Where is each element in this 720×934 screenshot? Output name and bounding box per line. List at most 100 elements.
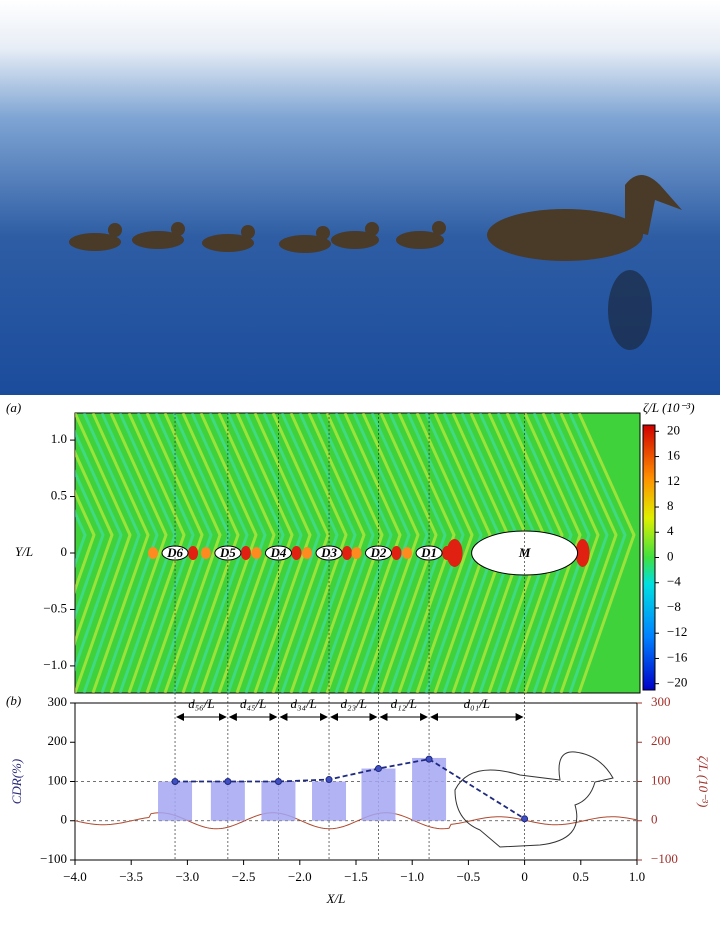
wake-chevron (244, 413, 303, 693)
spacing-label: d₀₁/L (464, 696, 490, 711)
y-tick-label: 0 (61, 812, 68, 827)
wake-chevron (379, 413, 438, 693)
y-tick-label: 100 (48, 772, 68, 787)
colorbar-tick-label: 0 (667, 548, 674, 563)
wake-chevron (226, 413, 285, 693)
wake-chevron (280, 413, 339, 693)
wake-chevron (75, 469, 105, 620)
wake-chevron (397, 413, 456, 693)
bar (312, 781, 347, 821)
wake-chevron (514, 413, 573, 693)
ducks (69, 175, 682, 350)
wake-chevron (154, 413, 213, 693)
wake-chevron (75, 509, 87, 569)
cdr-point (274, 778, 282, 785)
wake-chevron (75, 429, 123, 672)
wake-chevron (433, 413, 492, 693)
plots: D6 D5 D4 D3 D2 D1 M 1.0 0.5 0 −0.5 −1.0 Y/L (a) 20 16 12… (6, 400, 711, 906)
y2-tick-label: 300 (651, 694, 671, 709)
y-tick-label: 300 (48, 694, 68, 709)
wake-chevron (75, 449, 114, 646)
wake-chevron (541, 413, 600, 693)
wake-chevron (91, 413, 150, 693)
wake-chevron (262, 413, 321, 693)
wake-blob (446, 539, 463, 567)
wake-blob (402, 547, 413, 559)
y-tick-label: 200 (48, 733, 68, 748)
y-tick-label: 1.0 (51, 431, 67, 446)
x-tick-label: −1.5 (344, 869, 368, 884)
wake-chevron (388, 413, 447, 693)
spacing-label: d₃₄/L (291, 696, 317, 711)
wake-chevron (559, 413, 618, 693)
colorbar-tick-label: −16 (667, 649, 688, 664)
wake-chevron (343, 413, 402, 693)
colorbar-tick-label: 4 (667, 523, 674, 538)
x-tick-label: −0.5 (457, 869, 481, 884)
wake-chevron (307, 413, 366, 693)
colorbar (642, 424, 656, 691)
colorbar-tick-label: −4 (667, 574, 681, 589)
wake-blob (240, 546, 251, 560)
y-tick-label: −100 (40, 851, 67, 866)
duck-outline (454, 751, 614, 848)
wake-chevron (172, 413, 231, 693)
wake-chevron (271, 413, 330, 693)
wake-chevron (253, 413, 312, 693)
cdr-point (325, 776, 333, 784)
body-label: D5 (219, 545, 236, 560)
body-label: D3 (320, 545, 337, 560)
y-axis-label: Y/L (15, 544, 33, 559)
wake-chevron (100, 413, 159, 693)
bar (158, 781, 193, 821)
wake-chevron (136, 413, 195, 693)
wake-chevron (406, 413, 465, 693)
body-label: D4 (269, 545, 286, 560)
wake-chevron (109, 413, 168, 693)
body-label: M (518, 545, 531, 560)
wake-chevron (550, 413, 609, 693)
cdr-point (521, 815, 529, 823)
wake-chevron (145, 413, 204, 693)
x-tick-label: −2.0 (288, 869, 312, 884)
wake-chevron (208, 413, 267, 693)
wake-chevron (75, 413, 132, 693)
bar (261, 781, 296, 821)
colorbar-tick-label: 16 (667, 448, 681, 463)
wake-chevron (415, 413, 474, 693)
x-tick-label: 1.0 (629, 869, 645, 884)
colorbar-tick-label: 20 (667, 422, 680, 437)
wake-chevron (190, 413, 249, 693)
y-axis-label: CDR(%) (9, 759, 24, 805)
wake-chevron (316, 413, 375, 693)
panel-label: (a) (6, 400, 21, 415)
wake-chevron (235, 413, 294, 693)
x-tick-label: 0 (521, 869, 528, 884)
y-tick-label: −0.5 (43, 600, 67, 615)
wake-chevron (334, 413, 393, 693)
spacing-label: d₅₆/L (188, 696, 214, 711)
wake-chevron (163, 413, 222, 693)
wake-chevron (424, 413, 483, 693)
colorbar-tick-label: −8 (667, 599, 681, 614)
wake-chevron (361, 413, 420, 693)
wake-chevron (82, 413, 141, 693)
wake-chevron (289, 413, 348, 693)
bar (210, 781, 245, 821)
cdr-point (224, 778, 232, 785)
bar (361, 768, 396, 821)
x-tick-label: −4.0 (63, 869, 87, 884)
x-tick-label: 0.5 (573, 869, 589, 884)
wake-chevron (199, 413, 258, 693)
wake-chevron (523, 413, 582, 693)
wake-blob (291, 546, 302, 560)
wake-chevron (532, 413, 591, 693)
cdr-point (374, 765, 382, 773)
y2-axis-label: ζ/L (10⁻³) (696, 756, 711, 808)
wake-chevron (75, 489, 96, 595)
wake-chevron (352, 413, 411, 693)
cdr-point (171, 778, 179, 785)
y2-tick-label: −100 (651, 851, 678, 866)
y-tick-label: 0.5 (51, 488, 67, 503)
